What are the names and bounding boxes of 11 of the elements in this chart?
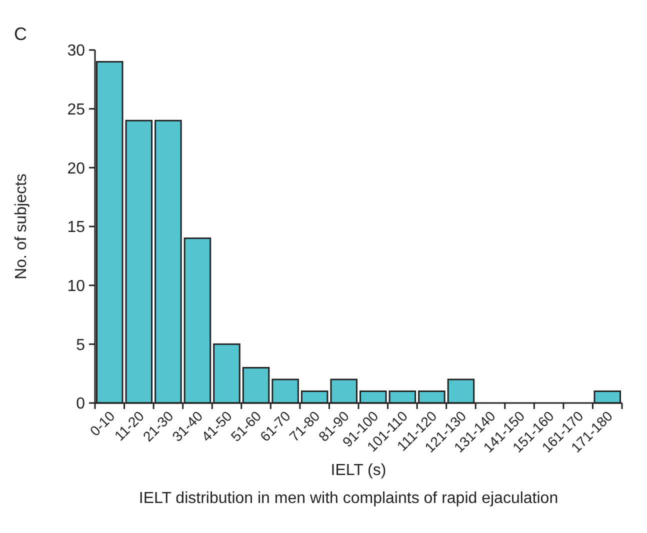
chart-title: C: [14, 24, 27, 44]
y-axis-title: No. of subjects: [13, 174, 30, 280]
text: IELT distribution in men with complaints of rapid ejaculation: [138, 490, 558, 507]
y-tick-label: 15: [67, 219, 86, 236]
y-tick-label: 10: [67, 278, 86, 295]
x-axis-title: IELT (s): [330, 462, 386, 479]
y-tick-label: 25: [67, 101, 86, 118]
y-tick-label: 0: [76, 396, 86, 413]
y-tick-label: 5: [76, 336, 86, 354]
y-tick-label: 20: [67, 160, 86, 178]
y-tick-label: 30: [67, 42, 86, 60]
